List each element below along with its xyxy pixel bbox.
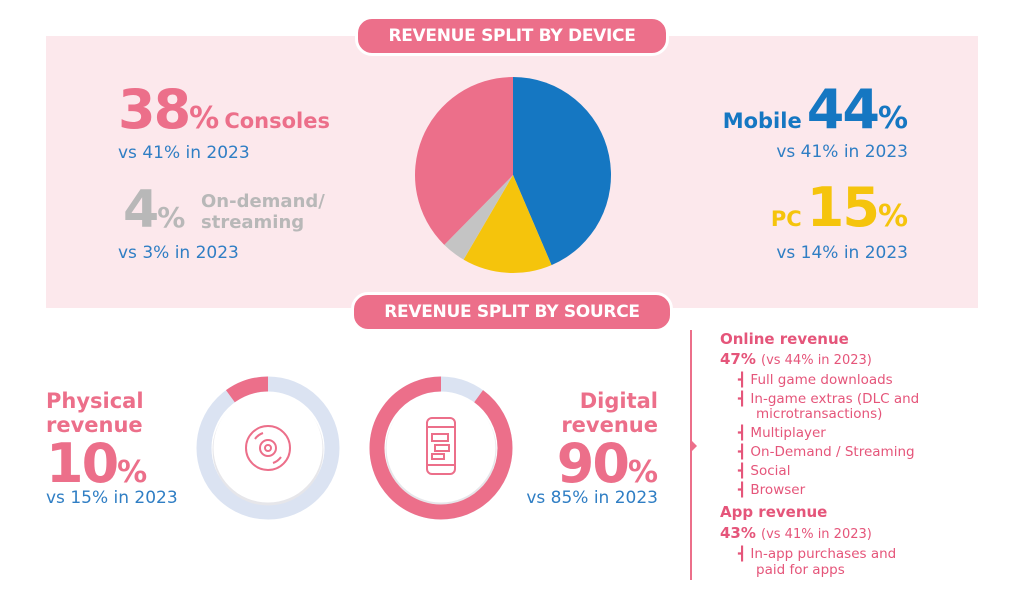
mobile-stat: Mobile 44% <box>723 78 908 141</box>
physical-value: 10 <box>46 432 119 495</box>
device-pie-chart <box>415 77 612 273</box>
app-compare: (vs 41% in 2023) <box>761 527 872 542</box>
mobile-value: 44 <box>806 78 880 141</box>
consoles-pct: % <box>189 101 220 136</box>
list-item-continued: microtransactions) <box>756 406 883 422</box>
pie-slice-on-demand-streaming <box>444 175 513 260</box>
app-value: 43% <box>720 524 756 542</box>
consoles-label: Consoles <box>224 109 330 133</box>
list-item: ┫ Full game downloads <box>738 372 893 388</box>
physical-label: Physical revenue <box>46 389 144 437</box>
list-item: ┫ In-app purchases and <box>738 546 897 562</box>
pc-stat: PC 15% <box>771 176 908 239</box>
smartphone-icon <box>426 417 456 475</box>
digital-label-line1: Digital <box>579 389 658 413</box>
online-value: 47% <box>720 350 756 368</box>
ring-inner <box>213 393 323 503</box>
pie-slice-pc <box>463 175 552 273</box>
digital-pct: % <box>627 455 658 490</box>
divider-arrow <box>692 441 697 451</box>
pie-slice-mobile <box>513 77 612 266</box>
digital-compare: vs 85% in 2023 <box>526 488 658 508</box>
ondemand-pct: % <box>157 201 186 234</box>
online-title: Online revenue <box>720 330 849 348</box>
ondemand-stat: 4% <box>123 180 185 240</box>
list-item: ┫ Browser <box>738 482 806 498</box>
list-item-continued: paid for apps <box>756 562 845 578</box>
list-item: ┫ In-game extras (DLC and <box>738 391 920 407</box>
digital-label: Digital revenue <box>561 389 658 437</box>
ondemand-compare: vs 3% in 2023 <box>118 243 239 263</box>
pie-slice-consoles <box>415 77 513 245</box>
online-compare: (vs 44% in 2023) <box>761 353 872 368</box>
mobile-pct: % <box>877 101 908 136</box>
online-stat: 47% (vs 44% in 2023) <box>720 349 872 368</box>
ondemand-value: 4 <box>123 180 159 240</box>
digital-stat: 90% <box>557 432 658 495</box>
digital-label-line2: revenue <box>561 413 658 437</box>
consoles-stat: 38% Consoles <box>118 78 330 141</box>
digital-ring-chart <box>369 376 513 520</box>
physical-label-line1: Physical <box>46 389 144 413</box>
disc-icon <box>245 425 291 471</box>
ondemand-label-line1: On-demand/ <box>201 191 325 212</box>
list-item: ┫ Social <box>738 463 791 479</box>
divider-line <box>690 330 692 580</box>
app-stat: 43% (vs 41% in 2023) <box>720 523 872 542</box>
ring-value-arc <box>369 376 513 520</box>
ondemand-label: On-demand/ streaming <box>201 191 325 233</box>
pc-label: PC <box>770 207 802 231</box>
source-banner: REVENUE SPLIT BY SOURCE <box>351 292 673 332</box>
physical-pct: % <box>117 455 148 490</box>
list-item: ┫ Multiplayer <box>738 425 826 441</box>
pc-value: 15 <box>806 176 880 239</box>
ring-value-arc <box>225 376 269 403</box>
physical-compare: vs 15% in 2023 <box>46 488 178 508</box>
consoles-compare: vs 41% in 2023 <box>118 143 250 163</box>
ondemand-label-line2: streaming <box>201 212 305 233</box>
pc-compare: vs 14% in 2023 <box>776 243 908 263</box>
physical-ring-chart <box>196 376 340 520</box>
physical-stat: 10% <box>46 432 147 495</box>
device-banner: REVENUE SPLIT BY DEVICE <box>355 16 669 56</box>
physical-label-line2: revenue <box>46 413 143 437</box>
pc-pct: % <box>877 199 908 234</box>
app-title: App revenue <box>720 503 828 521</box>
list-item: ┫ On-Demand / Streaming <box>738 444 915 460</box>
digital-value: 90 <box>556 432 630 495</box>
ring-inner <box>386 393 496 503</box>
consoles-value: 38 <box>118 78 191 141</box>
mobile-compare: vs 41% in 2023 <box>776 142 908 162</box>
mobile-label: Mobile <box>722 109 802 133</box>
